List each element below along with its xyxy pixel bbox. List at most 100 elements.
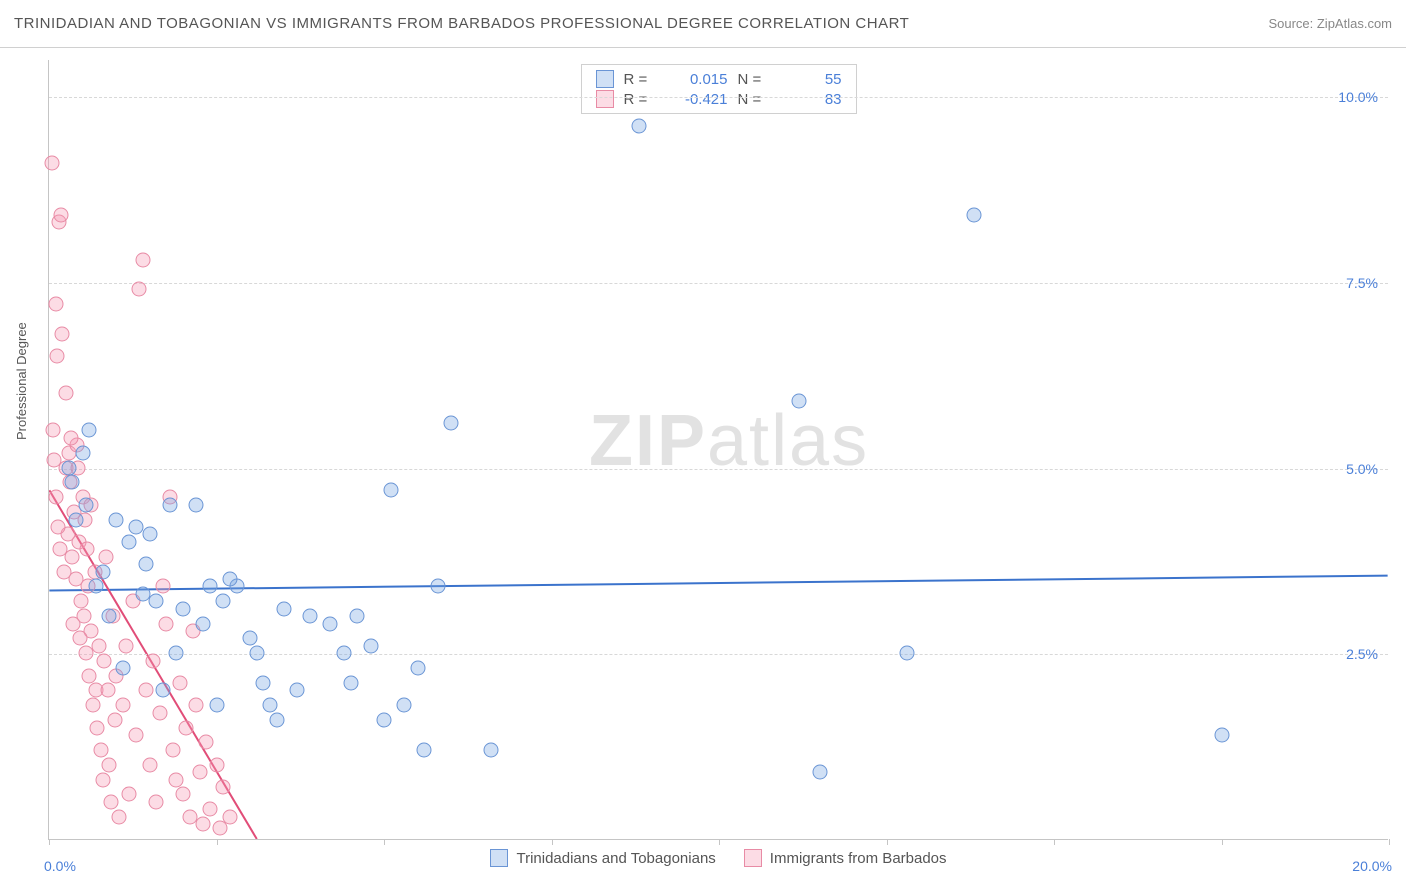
scatter-point xyxy=(256,676,271,691)
scatter-point xyxy=(343,676,358,691)
scatter-point xyxy=(95,772,110,787)
scatter-point xyxy=(90,720,105,735)
scatter-point xyxy=(80,542,95,557)
scatter-point xyxy=(75,445,90,460)
scatter-point xyxy=(112,809,127,824)
scatter-point xyxy=(169,646,184,661)
scatter-point xyxy=(96,653,111,668)
legend-swatch-2 xyxy=(596,90,614,108)
legend-swatch-icon xyxy=(744,849,762,867)
legend-label-1: Trinidadians and Tobagonians xyxy=(516,850,715,867)
legend-r-value-1: 0.015 xyxy=(668,71,728,88)
scatter-point xyxy=(199,735,214,750)
scatter-point xyxy=(46,423,61,438)
scatter-point xyxy=(263,698,278,713)
scatter-point xyxy=(139,557,154,572)
scatter-point xyxy=(115,698,130,713)
watermark: ZIPatlas xyxy=(589,400,869,482)
legend-item-2: Immigrants from Barbados xyxy=(744,849,947,867)
scatter-point xyxy=(135,252,150,267)
scatter-point xyxy=(107,713,122,728)
scatter-point xyxy=(129,728,144,743)
y-tick-label: 10.0% xyxy=(1338,89,1378,105)
x-tick xyxy=(1222,839,1223,845)
scatter-point xyxy=(45,156,60,171)
scatter-point xyxy=(56,564,71,579)
scatter-point xyxy=(47,453,62,468)
scatter-point xyxy=(92,638,107,653)
scatter-point xyxy=(202,579,217,594)
scatter-point xyxy=(122,787,137,802)
legend-n-value-2: 83 xyxy=(782,91,842,108)
scatter-point xyxy=(132,282,147,297)
scatter-point xyxy=(209,698,224,713)
y-tick-label: 2.5% xyxy=(1346,646,1378,662)
scatter-point xyxy=(303,609,318,624)
x-tick xyxy=(49,839,50,845)
scatter-point xyxy=(222,809,237,824)
scatter-point xyxy=(323,616,338,631)
scatter-point xyxy=(65,475,80,490)
legend-swatch-1 xyxy=(596,70,614,88)
trend-lines xyxy=(49,60,1388,839)
scatter-point xyxy=(397,698,412,713)
scatter-point xyxy=(73,631,88,646)
scatter-point xyxy=(176,601,191,616)
x-tick xyxy=(552,839,553,845)
chart-title: TRINIDADIAN AND TOBAGONIAN VS IMMIGRANTS… xyxy=(14,15,909,32)
scatter-point xyxy=(102,757,117,772)
x-tick xyxy=(719,839,720,845)
scatter-point xyxy=(249,646,264,661)
scatter-point xyxy=(189,497,204,512)
legend-n-label: N = xyxy=(738,91,772,108)
scatter-point xyxy=(149,794,164,809)
legend-r-label: R = xyxy=(624,71,658,88)
scatter-point xyxy=(51,520,66,535)
scatter-point xyxy=(196,817,211,832)
scatter-point xyxy=(363,638,378,653)
scatter-point xyxy=(139,683,154,698)
scatter-point xyxy=(430,579,445,594)
legend-n-value-1: 55 xyxy=(782,71,842,88)
scatter-point xyxy=(410,661,425,676)
scatter-point xyxy=(202,802,217,817)
scatter-point xyxy=(243,631,258,646)
legend-item-1: Trinidadians and Tobagonians xyxy=(490,849,715,867)
scatter-point xyxy=(100,683,115,698)
scatter-point xyxy=(95,564,110,579)
x-tick xyxy=(887,839,888,845)
scatter-point xyxy=(145,653,160,668)
scatter-point xyxy=(383,482,398,497)
scatter-plot: ZIPatlas R = 0.015 N = 55 R = -0.421 N =… xyxy=(48,60,1388,840)
scatter-point xyxy=(216,780,231,795)
scatter-point xyxy=(189,698,204,713)
scatter-point xyxy=(122,534,137,549)
scatter-point xyxy=(98,549,113,564)
gridline xyxy=(49,469,1388,470)
scatter-point xyxy=(59,386,74,401)
correlation-legend: R = 0.015 N = 55 R = -0.421 N = 83 xyxy=(581,64,857,114)
scatter-point xyxy=(176,787,191,802)
gridline xyxy=(49,283,1388,284)
scatter-point xyxy=(109,512,124,527)
scatter-point xyxy=(966,208,981,223)
scatter-point xyxy=(68,512,83,527)
scatter-point xyxy=(78,497,93,512)
scatter-point xyxy=(103,794,118,809)
legend-row-series2: R = -0.421 N = 83 xyxy=(582,89,856,109)
scatter-point xyxy=(142,757,157,772)
scatter-point xyxy=(417,742,432,757)
scatter-point xyxy=(196,616,211,631)
legend-n-label: N = xyxy=(738,71,772,88)
scatter-point xyxy=(49,490,64,505)
scatter-point xyxy=(85,698,100,713)
scatter-point xyxy=(377,713,392,728)
scatter-point xyxy=(102,609,117,624)
gridline xyxy=(49,97,1388,98)
chart-source: Source: ZipAtlas.com xyxy=(1268,16,1392,31)
scatter-point xyxy=(54,208,69,223)
y-axis-label: Professional Degree xyxy=(14,322,29,440)
scatter-point xyxy=(119,638,134,653)
scatter-point xyxy=(142,527,157,542)
scatter-point xyxy=(444,416,459,431)
